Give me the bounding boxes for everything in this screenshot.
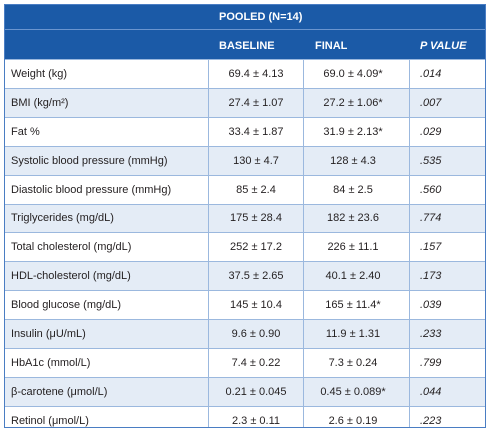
final-value: 165 ± 11.4* xyxy=(325,299,381,312)
table-row: Total cholesterol (mg/dL) 252 ± 17.2 226 ±… xyxy=(5,232,485,261)
baseline-value: 27.4 ± 1.07 xyxy=(228,96,284,109)
p-value: .173 xyxy=(420,270,442,283)
baseline-value: 145 ± 10.4 xyxy=(230,299,282,312)
final-value: 69.0 ± 4.09* xyxy=(323,67,383,80)
table-row: HbA1c (mmol/L) 7.4 ± 0.22 7.3 ± 0.24 .799 xyxy=(5,348,485,377)
p-value: .535 xyxy=(420,154,442,167)
p-value: .029 xyxy=(420,125,442,138)
baseline-value: 69.4 ± 4.13 xyxy=(228,67,284,80)
row-label: Diastolic blood pressure (mmHg) xyxy=(11,183,172,196)
final-value: 2.6 ± 0.19 xyxy=(328,414,378,427)
final-value: 11.9 ± 1.31 xyxy=(325,328,381,341)
p-value: .014 xyxy=(420,67,442,80)
baseline-value: 2.3 ± 0.11 xyxy=(231,414,281,427)
table-row: Triglycerides (mg/dL) 175 ± 28.4 182 ± 23.… xyxy=(5,203,485,233)
baseline-value: 33.4 ± 1.87 xyxy=(228,125,284,138)
baseline-value: 130 ± 4.7 xyxy=(233,154,279,167)
final-value: 40.1 ± 2.40 xyxy=(325,270,381,283)
baseline-value: 7.4 ± 0.22 xyxy=(231,356,281,369)
row-label: Fat % xyxy=(11,125,40,138)
row-label: Weight (kg) xyxy=(11,67,68,80)
row-label: Retinol (μmol/L) xyxy=(11,414,89,427)
table-row: HDL-cholesterol (mg/dL) 37.5 ± 2.65 40.1 ±… xyxy=(5,261,485,291)
p-value: .799 xyxy=(420,356,442,369)
baseline-value: 37.5 ± 2.65 xyxy=(228,270,284,283)
table-row: Retinol (μmol/L) 2.3 ± 0.11 2.6 ± 0.19 .223 xyxy=(5,405,485,435)
table-row: Insulin (μU/mL) 9.6 ± 0.90 11.9 ± 1.31 .233 xyxy=(5,319,485,348)
baseline-value: 0.21 ± 0.045 xyxy=(225,385,287,398)
row-label: Total cholesterol (mg/dL) xyxy=(11,241,132,254)
row-label: Systolic blood pressure (mmHg) xyxy=(11,154,168,167)
data-table: POOLED (N=14) BASELINE FINAL P VALUE Wei… xyxy=(4,4,486,428)
column-divider xyxy=(409,59,410,427)
table-header-group: POOLED (N=14) xyxy=(5,5,485,29)
table-row: Fat % 33.4 ± 1.87 31.9 ± 2.13* .029 xyxy=(5,116,485,146)
final-value: 27.2 ± 1.06* xyxy=(323,96,383,109)
table-row: Systolic blood pressure (mmHg) 130 ± 4.7 1… xyxy=(5,145,485,175)
p-value: .233 xyxy=(420,328,442,341)
final-value: 226 ± 11.1 xyxy=(327,241,379,254)
baseline-value: 252 ± 17.2 xyxy=(230,241,282,254)
row-label: BMI (kg/m²) xyxy=(11,96,69,109)
p-value: .560 xyxy=(420,183,442,196)
column-header-final: FINAL xyxy=(315,40,348,52)
final-value: 128 ± 4.3 xyxy=(330,154,376,167)
column-divider xyxy=(208,59,209,427)
table-row: β-carotene (μmol/L) 0.21 ± 0.045 0.45 ± 0.… xyxy=(5,376,485,406)
final-value: 84 ± 2.5 xyxy=(333,183,373,196)
row-label: HbA1c (mmol/L) xyxy=(11,356,91,369)
p-value: .044 xyxy=(420,385,442,398)
final-value: 7.3 ± 0.24 xyxy=(328,356,378,369)
column-divider xyxy=(303,59,304,427)
p-value: .157 xyxy=(420,241,442,254)
row-label: Blood glucose (mg/dL) xyxy=(11,299,122,312)
baseline-value: 175 ± 28.4 xyxy=(230,212,282,225)
baseline-value: 9.6 ± 0.90 xyxy=(231,328,281,341)
table-row: Weight (kg) 69.4 ± 4.13 69.0 ± 4.09* .014 xyxy=(5,59,485,88)
row-label: Insulin (μU/mL) xyxy=(11,328,86,341)
column-header-p-value: P VALUE xyxy=(420,40,467,52)
p-value: .774 xyxy=(420,212,442,225)
row-label: HDL-cholesterol (mg/dL) xyxy=(11,270,131,283)
column-header-baseline: BASELINE xyxy=(219,40,275,52)
p-value: .039 xyxy=(420,299,442,312)
final-value: 0.45 ± 0.089* xyxy=(320,385,386,398)
p-value: .007 xyxy=(420,96,442,109)
table-row: Blood glucose (mg/dL) 145 ± 10.4 165 ± 11.… xyxy=(5,290,485,319)
final-value: 182 ± 23.6 xyxy=(327,212,379,225)
baseline-value: 85 ± 2.4 xyxy=(236,183,276,196)
table-row: BMI (kg/m²) 27.4 ± 1.07 27.2 ± 1.06* .007 xyxy=(5,87,485,117)
row-label: β-carotene (μmol/L) xyxy=(11,385,108,398)
p-value: .223 xyxy=(420,414,442,427)
row-label: Triglycerides (mg/dL) xyxy=(11,212,114,225)
group-header-pooled: POOLED (N=14) xyxy=(219,11,303,23)
final-value: 31.9 ± 2.13* xyxy=(323,125,383,138)
table-header-columns: BASELINE FINAL P VALUE xyxy=(5,29,485,59)
table-row: Diastolic blood pressure (mmHg) 85 ± 2.4 8… xyxy=(5,174,485,204)
